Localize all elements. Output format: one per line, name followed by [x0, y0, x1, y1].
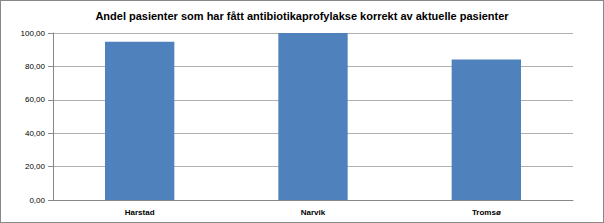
svg-text:80,00: 80,00 [25, 62, 46, 71]
svg-text:Harstad: Harstad [125, 208, 155, 217]
svg-text:0,00: 0,00 [29, 196, 45, 205]
svg-text:60,00: 60,00 [25, 95, 46, 104]
svg-text:40,00: 40,00 [25, 129, 46, 138]
svg-text:Narvik: Narvik [301, 208, 326, 217]
svg-text:20,00: 20,00 [25, 162, 46, 171]
svg-text:Tromsø: Tromsø [472, 208, 501, 217]
svg-text:100,00: 100,00 [21, 29, 46, 38]
svg-text:Andel pasienter som har fått a: Andel pasienter som har fått antibiotika… [95, 10, 509, 22]
